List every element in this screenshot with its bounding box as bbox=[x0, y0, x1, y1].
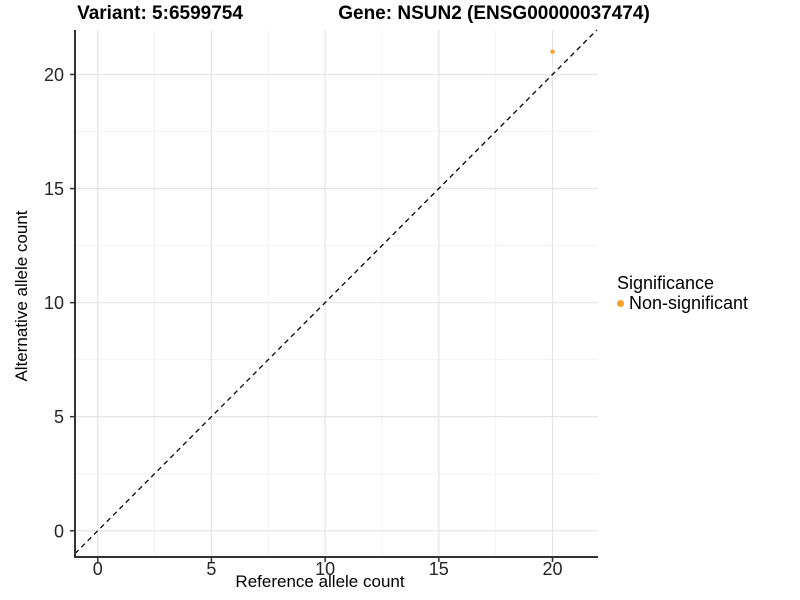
x-tick-label: 20 bbox=[543, 559, 563, 579]
y-tick-label: 15 bbox=[44, 179, 64, 199]
x-tick-label: 5 bbox=[206, 559, 216, 579]
legend: Significance Non-significant bbox=[617, 272, 749, 313]
x-tick-label: 10 bbox=[315, 559, 335, 579]
y-tick-label: 0 bbox=[54, 521, 64, 541]
identity-line bbox=[74, 29, 598, 555]
legend-title: Significance bbox=[617, 273, 715, 293]
legend-item: Non-significant bbox=[617, 292, 749, 313]
x-axis-title: Reference allele count bbox=[235, 572, 405, 591]
plot-title-gene: Gene: NSUN2 (ENSG00000037474) bbox=[338, 3, 650, 24]
y-tick-label: 20 bbox=[44, 65, 64, 85]
x-tick-label: 15 bbox=[429, 559, 449, 579]
legend-item-label: Non-significant bbox=[629, 292, 749, 313]
y-tick-label: 5 bbox=[54, 407, 64, 427]
y-tick-label: 10 bbox=[44, 293, 64, 313]
plot-title-variant: Variant: 5:6599754 bbox=[77, 3, 243, 24]
x-tick-label: 0 bbox=[93, 559, 103, 579]
legend-marker-circle-icon bbox=[617, 299, 624, 307]
data-point bbox=[550, 49, 555, 54]
y-axis-title: Alternative allele count bbox=[12, 210, 31, 382]
